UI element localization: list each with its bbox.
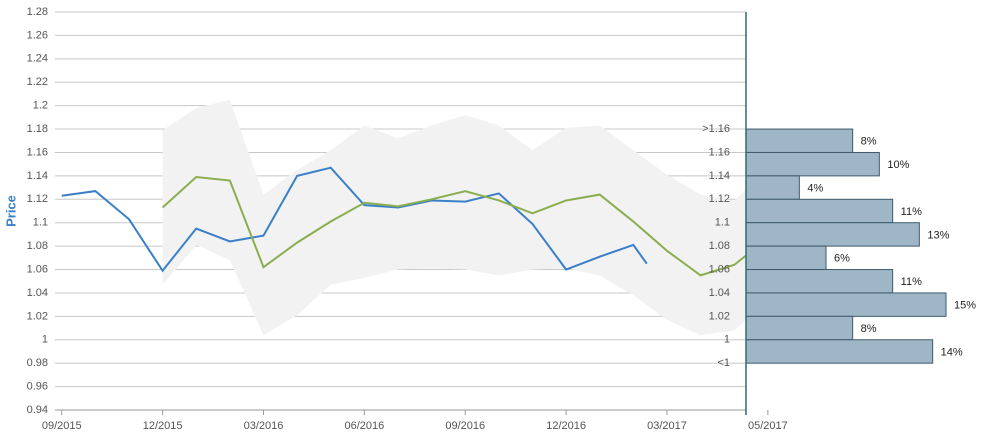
y-tick-label: 1.14	[27, 170, 48, 182]
y-tick-label: 0.98	[27, 357, 48, 369]
x-tick-label: 05/2017	[748, 420, 788, 432]
histogram-bar	[745, 128, 854, 153]
x-tick-label: 06/2016	[344, 420, 384, 432]
bar-value-label: 4%	[807, 182, 823, 194]
y-tick-label: 1.04	[27, 287, 48, 299]
bar-value-label: 11%	[901, 276, 922, 288]
y-tick-label: 1.26	[27, 29, 48, 41]
bar-value-label: 8%	[861, 136, 877, 148]
bin-label: 1.14	[709, 170, 730, 182]
bar-value-label: 13%	[927, 229, 949, 241]
x-tick-label: 09/2015	[42, 420, 82, 432]
y-tick-label: 1.28	[27, 6, 48, 18]
y-tick-label: 1.06	[27, 263, 48, 275]
y-tick-label: 1.16	[27, 146, 48, 158]
bin-label: 1.12	[709, 193, 730, 205]
bar-value-label: 15%	[954, 300, 976, 312]
histogram-bar	[745, 198, 894, 224]
histogram-bar	[745, 269, 894, 294]
y-tick-label: 1.02	[27, 310, 48, 322]
y-axis-label: Price	[3, 195, 18, 227]
price-line	[61, 166, 648, 273]
x-tick-label: 03/2016	[244, 420, 284, 432]
histogram-bar	[745, 175, 800, 200]
y-tick-label: 0.94	[27, 404, 48, 416]
histogram-bar	[745, 315, 854, 341]
bin-label: >1.16	[702, 123, 730, 135]
y-tick-label: 1.08	[27, 240, 48, 252]
y-tick-label: 1.12	[27, 193, 48, 205]
x-tick-label: 09/2016	[445, 420, 485, 432]
x-tick-label: 12/2016	[546, 420, 586, 432]
x-tick-label: 03/2017	[647, 420, 687, 432]
y-tick-label: 0.96	[27, 380, 48, 392]
bin-label: 1.1	[715, 217, 730, 229]
y-tick-label: 1	[42, 334, 48, 346]
bar-value-label: 6%	[834, 253, 850, 265]
bin-label: 1.16	[709, 146, 730, 158]
y-tick-label: 1.18	[27, 123, 48, 135]
bar-value-label: 14%	[941, 346, 963, 358]
bin-label: <1	[717, 357, 730, 369]
bin-label: 1	[724, 334, 730, 346]
histogram-bar	[745, 245, 827, 271]
histogram-bar	[745, 339, 934, 364]
histogram-bar	[745, 222, 920, 247]
bar-value-label: 10%	[887, 159, 909, 171]
price-line	[161, 176, 747, 277]
y-tick-label: 1.1	[33, 217, 48, 229]
histogram-bar	[745, 292, 947, 317]
bin-label: 1.08	[709, 240, 730, 252]
y-tick-label: 1.24	[27, 53, 48, 65]
bin-label: 1.02	[709, 310, 730, 322]
y-tick-label: 1.2	[33, 100, 48, 112]
bin-label: 1.04	[709, 287, 730, 299]
y-tick-label: 1.22	[27, 76, 48, 88]
bar-value-label: 11%	[901, 206, 922, 218]
x-tick-label: 12/2015	[143, 420, 183, 432]
histogram-bar	[745, 151, 880, 177]
forecast-band	[162, 99, 747, 336]
bar-value-label: 8%	[861, 323, 877, 335]
bin-label: 1.06	[709, 263, 730, 275]
